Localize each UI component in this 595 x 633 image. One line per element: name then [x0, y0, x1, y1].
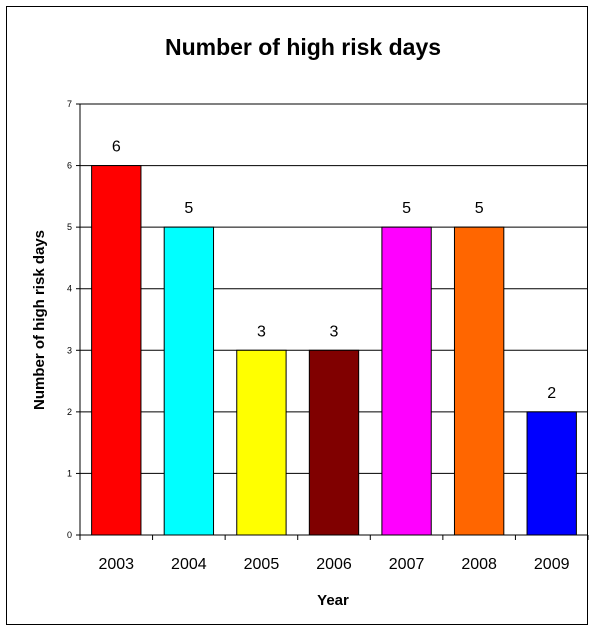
data-label: 5	[184, 200, 193, 217]
data-label: 3	[257, 323, 266, 340]
labels: 0 1 2 3 4 5 6 7 2003 6 2004 5 2005 3 2006 3 2007 5 2008 5 20…	[67, 99, 570, 573]
bar-2003	[91, 165, 142, 536]
axes	[76, 103, 589, 540]
bar-2008	[453, 226, 505, 536]
bar-2009	[526, 411, 577, 536]
data-label: 5	[402, 200, 411, 217]
data-label: 5	[475, 200, 484, 217]
x-tick-label: 2007	[389, 556, 425, 573]
y-tick-label: 4	[67, 284, 72, 294]
x-tick-label: 2003	[98, 556, 134, 573]
y-tick-label: 0	[67, 530, 72, 540]
x-tick-label: 2005	[244, 556, 280, 573]
y-tick-label: 7	[67, 99, 72, 109]
x-tick-label: 2008	[461, 556, 497, 573]
y-tick-label: 5	[67, 222, 72, 232]
x-axis-label: Year	[317, 592, 349, 609]
data-label: 3	[330, 323, 339, 340]
bar-2006	[308, 349, 360, 536]
chart-title: Number of high risk days	[165, 34, 441, 60]
data-label: 2	[547, 385, 556, 402]
bars	[91, 165, 577, 536]
data-label: 6	[112, 139, 121, 156]
x-tick-label: 2004	[171, 556, 207, 573]
bar-2005	[236, 349, 287, 536]
bar-2004	[163, 226, 215, 536]
y-tick-label: 3	[67, 345, 72, 355]
y-axis-label: Number of high risk days	[31, 230, 48, 410]
x-tick-label: 2006	[316, 556, 352, 573]
y-tick-label: 2	[67, 407, 72, 417]
y-tick-label: 6	[67, 161, 72, 171]
y-tick-label: 1	[67, 468, 72, 478]
x-tick-label: 2009	[534, 556, 570, 573]
bar-2007	[381, 226, 432, 536]
